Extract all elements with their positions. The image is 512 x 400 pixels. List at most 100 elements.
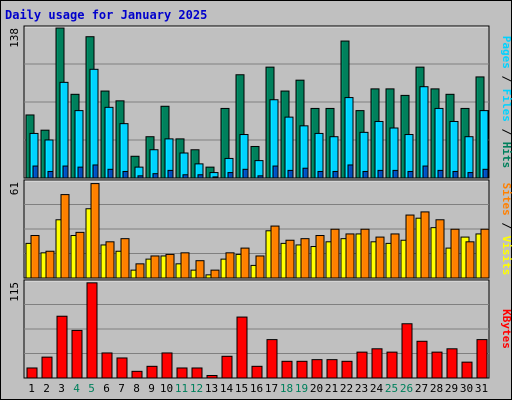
visits-bar	[90, 183, 100, 279]
visits-bar	[375, 236, 385, 279]
legend-kbytes: KBytes	[500, 309, 512, 349]
visits-bar	[450, 228, 460, 279]
kbytes-bar	[86, 282, 98, 379]
pages-bar	[407, 170, 414, 179]
kbytes-bar	[56, 315, 68, 379]
kbytes-bar	[281, 360, 293, 379]
day-label: 30	[460, 382, 473, 395]
kbytes-bar	[356, 351, 368, 379]
visits-bar	[300, 238, 310, 279]
day-label: 5	[88, 382, 95, 395]
day-label: 21	[325, 382, 338, 395]
day-label: 1	[28, 382, 35, 395]
pages-bar	[362, 170, 369, 179]
kbytes-bar	[296, 360, 308, 379]
pages-bar	[92, 164, 99, 179]
pages-bar	[257, 175, 264, 179]
visits-bar	[420, 211, 430, 279]
pages-bar	[137, 175, 144, 179]
day-label: 31	[475, 382, 488, 395]
kbytes-bar	[476, 339, 488, 379]
kbytes-bar	[251, 365, 263, 379]
pages-bar	[302, 167, 309, 179]
pages-bar	[347, 164, 354, 179]
day-label: 15	[235, 382, 248, 395]
day-label: 13	[205, 382, 218, 395]
pages-bar	[422, 165, 429, 179]
visits-bar	[180, 252, 190, 279]
day-label: 11	[175, 382, 188, 395]
pages-bar	[392, 169, 399, 179]
day-label: 7	[118, 382, 125, 395]
kbytes-bar	[146, 365, 158, 379]
kbytes-bar	[416, 340, 428, 379]
kbytes-bar	[101, 352, 113, 379]
kbytes-bar	[191, 367, 203, 379]
pages-bar	[62, 165, 69, 179]
kbytes-bar	[446, 348, 458, 379]
visits-bar	[165, 253, 175, 279]
kbytes-bar	[326, 359, 338, 379]
pages-bar	[287, 169, 294, 179]
kbytes-bar	[116, 357, 128, 379]
visits-bar	[390, 233, 400, 279]
visits-bar	[45, 250, 55, 279]
visits-bar	[405, 214, 415, 279]
panel-3-ymax-label: 115	[8, 282, 21, 302]
day-label: 28	[430, 382, 443, 395]
visits-bar	[30, 235, 40, 279]
day-label: 17	[265, 382, 278, 395]
day-label: 22	[340, 382, 353, 395]
kbytes-bar	[311, 359, 323, 379]
visits-bar	[360, 228, 370, 279]
day-label: 9	[148, 382, 155, 395]
day-label: 12	[190, 382, 203, 395]
pages-bar	[227, 172, 234, 179]
day-label: 23	[355, 382, 368, 395]
pages-bar	[467, 172, 474, 179]
kbytes-bar	[206, 374, 218, 379]
day-label: 6	[103, 382, 110, 395]
visits-bar	[480, 228, 490, 279]
day-label: 20	[310, 382, 323, 395]
day-label: 24	[370, 382, 384, 395]
day-label: 2	[43, 382, 50, 395]
day-label: 26	[400, 382, 413, 395]
visits-bar	[315, 235, 325, 279]
day-label: 10	[160, 382, 173, 395]
visits-bar	[75, 231, 85, 279]
visits-bar	[225, 252, 235, 279]
legend-pages-files-hits: Pages / Files / Hits	[500, 36, 512, 169]
kbytes-bar	[26, 367, 38, 379]
pages-bar	[107, 168, 114, 179]
visits-bar	[195, 260, 205, 279]
pages-bar	[197, 174, 204, 179]
pages-bar	[212, 176, 219, 179]
day-label: 18	[280, 382, 293, 395]
kbytes-bar	[71, 329, 83, 379]
kbytes-bar	[236, 316, 248, 379]
pages-bar	[317, 170, 324, 179]
kbytes-bar	[176, 367, 188, 379]
visits-bar	[345, 233, 355, 279]
pages-bar	[32, 165, 39, 179]
pages-bar	[152, 173, 159, 179]
day-label: 3	[58, 382, 65, 395]
visits-bar	[120, 238, 130, 279]
day-label: 19	[295, 382, 308, 395]
visits-bar	[270, 225, 280, 279]
kbytes-bar	[401, 323, 413, 379]
day-label: 16	[250, 382, 263, 395]
day-label: 27	[415, 382, 428, 395]
visits-bar	[105, 241, 115, 279]
day-label: 25	[385, 382, 398, 395]
pages-bar	[272, 165, 279, 179]
pages-bar	[437, 169, 444, 179]
visits-bar	[210, 269, 220, 279]
pages-bar	[182, 174, 189, 179]
kbytes-bar	[41, 356, 53, 379]
pages-bar	[167, 169, 174, 179]
pages-bar	[332, 170, 339, 179]
kbytes-bar	[341, 360, 353, 379]
